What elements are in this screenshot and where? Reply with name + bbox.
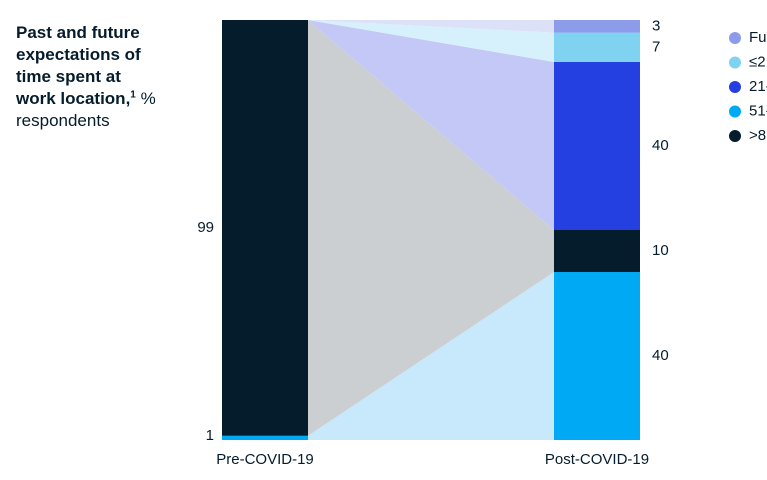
- legend-label: >8: [749, 127, 766, 144]
- bar-segment: [554, 230, 640, 272]
- legend-marker: [729, 130, 741, 142]
- chart-title-block: Past and future expectations of time spe…: [16, 22, 156, 132]
- bar-segment: [554, 62, 640, 230]
- flow: [308, 272, 554, 440]
- bar-segment: [222, 435, 308, 440]
- flow: [308, 20, 554, 230]
- bar-segment: [554, 20, 640, 33]
- bar-segment: [554, 272, 640, 440]
- legend-marker: [729, 32, 741, 44]
- bar-segment: [222, 20, 308, 436]
- bar-segment: [554, 32, 640, 62]
- legend-marker: [729, 105, 741, 118]
- value-label: 1: [206, 427, 214, 444]
- value-label: 40: [652, 347, 669, 364]
- legend-label: Fu: [749, 29, 767, 46]
- value-label: 40: [652, 137, 669, 154]
- x-tick-label: Pre-COVID-19: [216, 451, 314, 468]
- flow: [308, 20, 554, 62]
- legend-label: 21-: [749, 78, 767, 95]
- flow: [308, 20, 554, 33]
- value-label: 3: [652, 17, 660, 34]
- chart-title: Past and future expectations of time spe…: [16, 23, 141, 108]
- legend-label: ≤2: [749, 53, 766, 70]
- unit-label: % respondents: [16, 89, 156, 130]
- value-label: 99: [197, 219, 214, 236]
- legend-label: 51-: [749, 102, 767, 119]
- value-label: 10: [652, 242, 669, 259]
- legend-marker: [729, 56, 741, 69]
- legend-marker: [729, 81, 741, 93]
- value-label: 7: [652, 38, 660, 55]
- footnote-marker: 1: [130, 89, 136, 101]
- flow: [308, 20, 554, 436]
- x-tick-label: Post-COVID-19: [545, 451, 649, 468]
